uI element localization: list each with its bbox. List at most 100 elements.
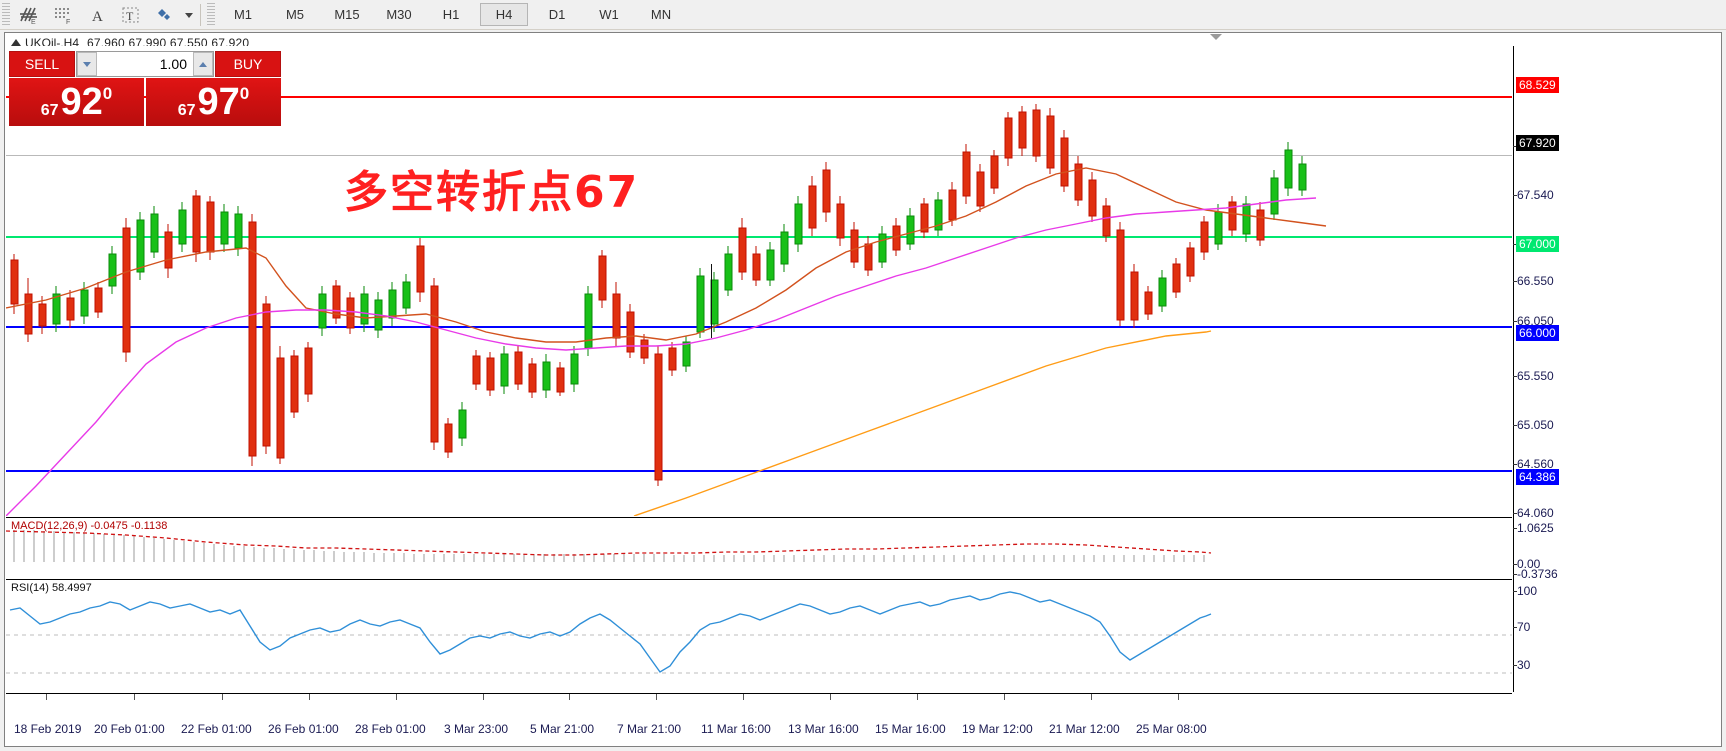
text-label-icon[interactable]: T xyxy=(114,1,148,28)
text-icon[interactable]: A xyxy=(80,1,114,28)
time-axis[interactable]: 18 Feb 2019 20 Feb 01:00 22 Feb 01:00 26… xyxy=(6,693,1512,746)
timeframe-m5[interactable]: M5 xyxy=(285,7,305,22)
time-tick xyxy=(396,694,397,700)
time-label: 19 Mar 12:00 xyxy=(962,722,1033,736)
time-label: 18 Feb 2019 xyxy=(14,722,82,736)
macd-label: MACD(12,26,9) -0.0475 -0.1138 xyxy=(11,520,168,532)
buy-button[interactable]: BUY xyxy=(215,51,281,77)
price-tick: 65.050 xyxy=(1513,418,1554,432)
price-badge-support-2: 64.386 xyxy=(1516,469,1559,485)
time-label: 21 Mar 12:00 xyxy=(1049,722,1120,736)
macd-scale-tick: 1.0625 xyxy=(1513,521,1554,535)
buy-price-integer: 67 xyxy=(177,102,196,119)
buy-price-main: 97 xyxy=(197,81,240,123)
one-click-trading-panel[interactable]: SELL 1.00 BUY 67 92 0 67 97 0 xyxy=(9,51,281,127)
price-tick: 66.050 xyxy=(1513,314,1554,328)
time-tick xyxy=(569,694,570,700)
rsi-scale-tick: 100 xyxy=(1512,584,1538,598)
sell-button[interactable]: SELL xyxy=(9,51,75,77)
level-line-pivot[interactable] xyxy=(6,236,1512,238)
sell-price-box[interactable]: 67 92 0 xyxy=(9,78,144,126)
buy-price-box[interactable]: 67 97 0 xyxy=(146,78,281,126)
macd-scale-tick: -0.3736 xyxy=(1513,567,1558,581)
indicators-icon[interactable]: E xyxy=(12,1,46,28)
macd-series xyxy=(6,530,1212,562)
sell-price-integer: 67 xyxy=(40,102,59,119)
level-line-current-price xyxy=(6,155,1512,156)
timeframe-mn[interactable]: MN xyxy=(650,7,672,22)
time-tick xyxy=(1004,694,1005,700)
time-tick xyxy=(830,694,831,700)
price-badge-support-1: 66.000 xyxy=(1516,325,1559,341)
volume-increment-icon[interactable] xyxy=(193,52,213,76)
level-line-resistance[interactable] xyxy=(6,96,1512,98)
svg-text:T: T xyxy=(126,9,134,23)
rsi-label: RSI(14) 58.4997 xyxy=(11,582,92,594)
main-toolbar: E F A T xyxy=(0,0,1726,30)
price-tick: 67.540 xyxy=(1513,188,1554,202)
buy-price-fraction: 0 xyxy=(239,84,250,103)
price-tick: 65.550 xyxy=(1513,369,1554,383)
time-label: 13 Mar 16:00 xyxy=(788,722,859,736)
timeframe-h4[interactable]: H4 xyxy=(480,3,528,26)
time-tick xyxy=(222,694,223,700)
timeframe-w1[interactable]: W1 xyxy=(599,7,619,22)
macd-pane[interactable]: MACD(12,26,9) -0.0475 -0.1138 xyxy=(6,517,1512,578)
time-tick xyxy=(1091,694,1092,700)
price-badge-current: 67.920 xyxy=(1516,135,1559,151)
time-label: 11 Mar 16:00 xyxy=(701,722,771,736)
collapse-triangle-icon[interactable] xyxy=(11,39,21,46)
timeframe-m1[interactable]: M1 xyxy=(233,7,253,22)
price-tick: 66.550 xyxy=(1513,274,1554,288)
price-tick: 64.060 xyxy=(1513,506,1554,520)
time-tick xyxy=(46,694,47,700)
timeframe-m30[interactable]: M30 xyxy=(386,7,412,22)
ma-long-line xyxy=(633,330,1212,516)
time-label: 22 Feb 01:00 xyxy=(181,722,252,736)
sell-price-main: 92 xyxy=(60,81,103,123)
price-tick: 64.560 xyxy=(1513,457,1554,471)
templates-icon[interactable]: F xyxy=(46,1,80,28)
time-label: 3 Mar 23:00 xyxy=(444,722,509,736)
volume-decrement-icon[interactable] xyxy=(77,52,97,76)
time-label: 20 Feb 01:00 xyxy=(94,722,165,736)
rsi-series xyxy=(6,591,1512,674)
macd-scale-tick: 0.00 xyxy=(1512,557,1541,571)
objects-dropdown-caret-icon[interactable] xyxy=(182,1,196,28)
rsi-scale-tick: 30 xyxy=(1512,658,1531,672)
scroll-indicator-icon[interactable] xyxy=(1210,34,1222,40)
rsi-scale-tick: 70 xyxy=(1512,620,1531,634)
ma-fast-line xyxy=(6,167,1327,343)
chart-window[interactable]: UKOil-,H4 67.960 67.990 67.550 67.920 多空转… xyxy=(4,32,1722,747)
rsi-pane[interactable]: RSI(14) 58.4997 xyxy=(6,579,1512,692)
timeframe-grip[interactable] xyxy=(207,2,215,27)
svg-text:A: A xyxy=(92,9,103,25)
level-line-support-1[interactable] xyxy=(6,326,1512,328)
time-label: 7 Mar 21:00 xyxy=(617,722,682,736)
objects-icon[interactable] xyxy=(148,1,182,28)
time-tick xyxy=(309,694,310,700)
chart-annotation-text[interactable]: 多空转折点67 xyxy=(344,167,640,218)
svg-text:F: F xyxy=(66,19,70,25)
sell-price-fraction: 0 xyxy=(102,84,113,103)
timeframe-m15[interactable]: M15 xyxy=(334,7,360,22)
time-label: 5 Mar 21:00 xyxy=(530,722,595,736)
ma-slow-line xyxy=(6,197,1317,516)
one-click-price-row: 67 92 0 67 97 0 xyxy=(9,78,281,126)
timeframe-d1[interactable]: D1 xyxy=(548,7,566,22)
toolbar-divider xyxy=(200,3,201,26)
time-tick xyxy=(656,694,657,700)
timeframe-h1[interactable]: H1 xyxy=(442,7,460,22)
volume-stepper[interactable]: 1.00 xyxy=(76,51,214,77)
time-label: 15 Mar 16:00 xyxy=(875,722,946,736)
volume-input[interactable]: 1.00 xyxy=(159,56,187,72)
macd-signal-line xyxy=(6,530,1212,556)
time-label: 25 Mar 08:00 xyxy=(1136,722,1207,736)
time-tick xyxy=(134,694,135,700)
toolbar-grip[interactable] xyxy=(2,2,10,27)
price-axis[interactable]: 68.040 67.540 67.050 66.550 66.050 65.55… xyxy=(1512,46,1721,692)
time-tick xyxy=(1178,694,1179,700)
candlestick-series xyxy=(6,104,1327,516)
price-badge-resistance: 68.529 xyxy=(1516,77,1559,93)
